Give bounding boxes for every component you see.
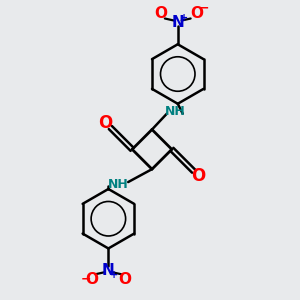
Text: −: − (198, 1, 209, 14)
Text: −: − (80, 273, 91, 286)
Text: O: O (191, 167, 206, 185)
Text: O: O (154, 6, 167, 21)
Text: +: + (180, 13, 188, 22)
Text: N: N (102, 263, 115, 278)
Text: NH: NH (108, 178, 129, 190)
Text: O: O (98, 114, 112, 132)
Text: O: O (119, 272, 132, 287)
Text: +: + (110, 270, 118, 280)
Text: O: O (190, 6, 203, 21)
Text: NH: NH (164, 105, 185, 118)
Text: N: N (171, 15, 184, 30)
Text: O: O (85, 272, 98, 287)
